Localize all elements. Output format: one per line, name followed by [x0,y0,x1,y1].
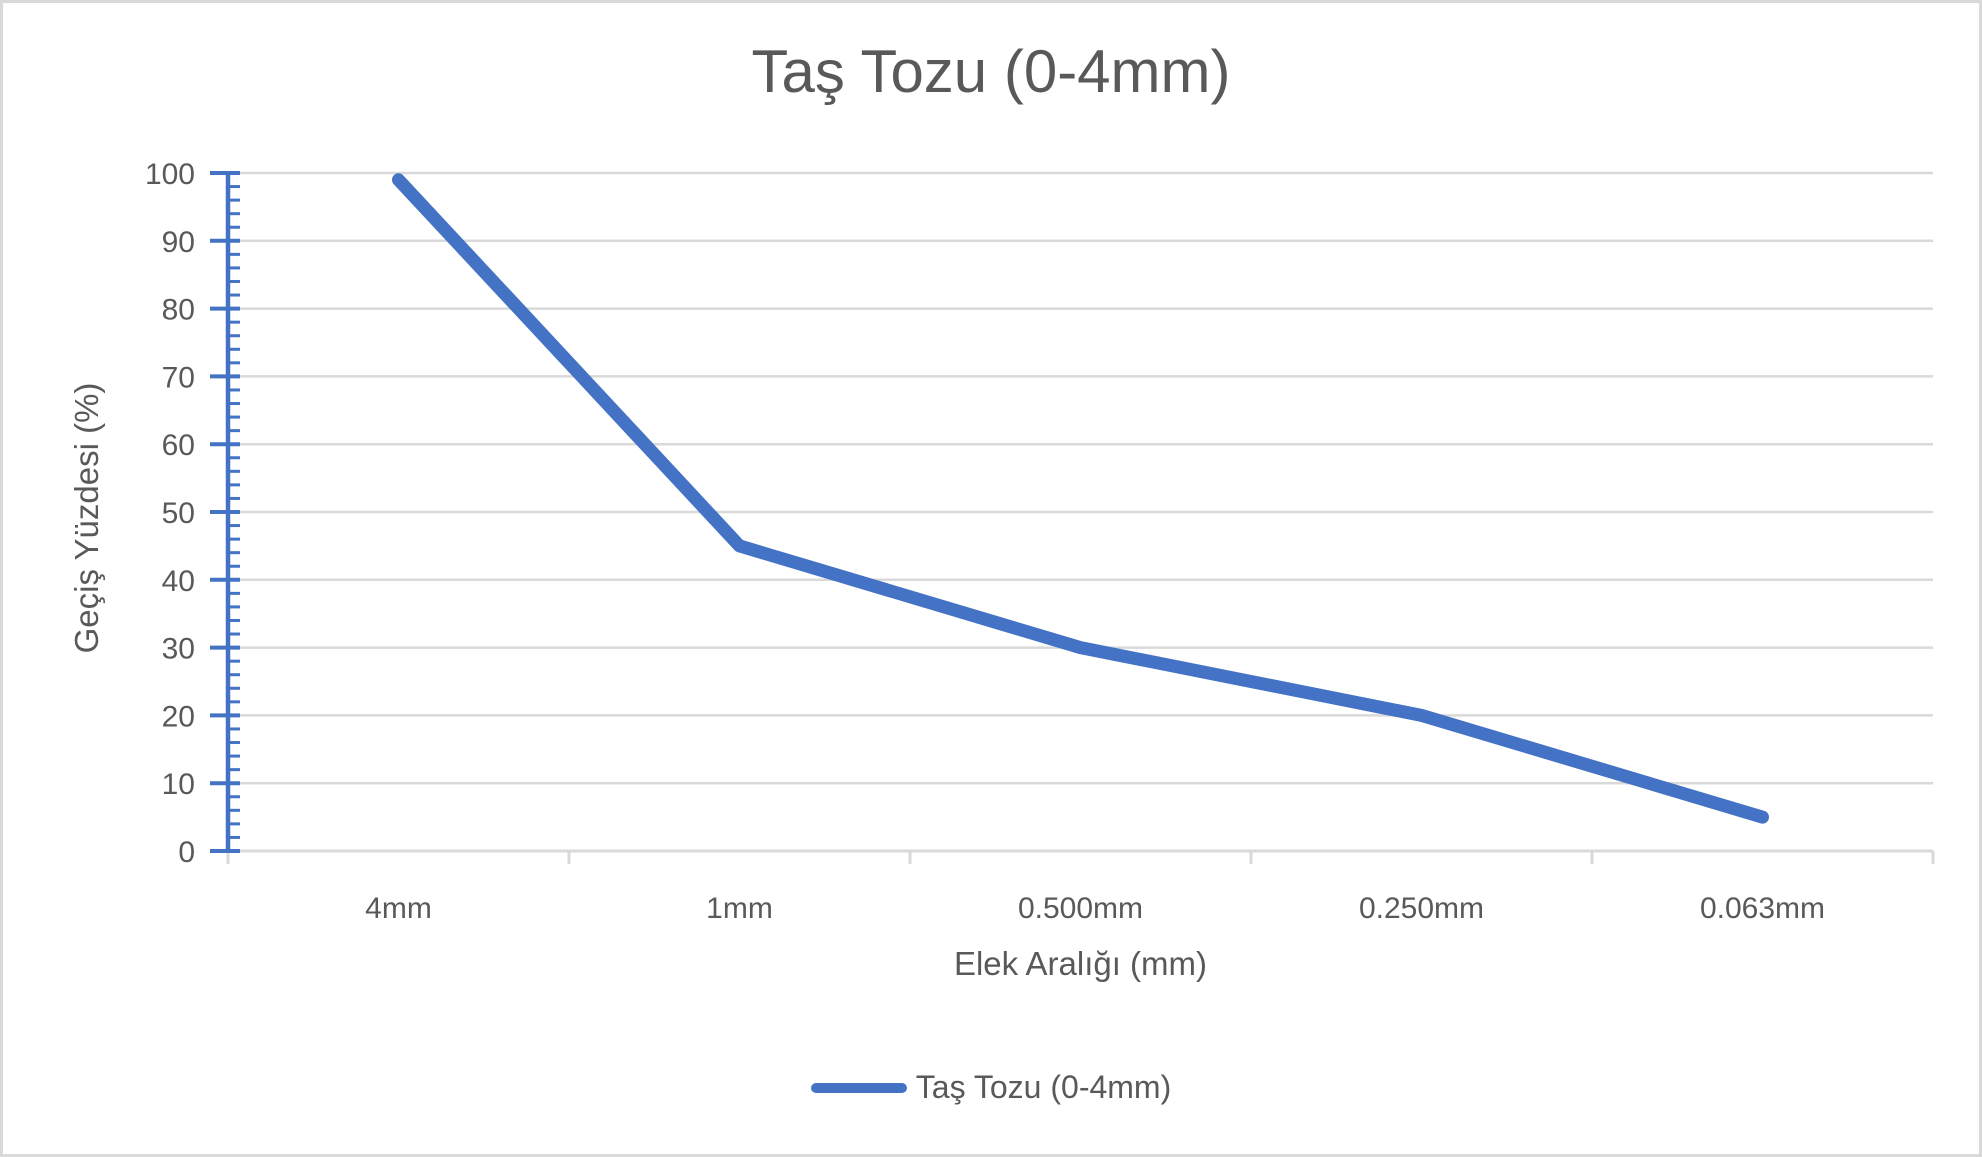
legend-label: Taş Tozu (0-4mm) [915,1069,1172,1105]
y-tick-label: 50 [162,497,195,530]
y-tick-label: 70 [162,361,195,394]
y-tick-label: 60 [162,429,195,462]
y-axis-title: Geçiş Yüzdesi (%) [68,382,105,654]
y-tick-label: 0 [178,836,195,869]
y-tick-label: 40 [162,565,195,598]
y-tick-label: 90 [162,226,195,259]
chart-title: Taş Tozu (0-4mm) [751,38,1231,105]
y-tick-label: 80 [162,294,195,327]
plot-area: 0 10 20 30 40 50 60 70 80 90 100 4mm 1mm 0.500mm 0.250… [145,158,1935,925]
legend-line-swatch [810,1082,907,1093]
x-tick-label: 0.063mm [1700,892,1825,925]
x-tick-label: 0.250mm [1359,892,1484,925]
x-tick-label: 0.500mm [1018,892,1143,925]
y-tick-label: 10 [162,768,195,801]
y-tick-label: 20 [162,700,195,733]
x-axis-title: Elek Aralığı (mm) [953,945,1208,982]
legend: Taş Tozu (0-4mm) [3,1069,1979,1106]
x-tick-label: 1mm [706,892,773,925]
y-tick-label: 30 [162,633,195,666]
x-tick-label: 4mm [365,892,432,925]
series-line [392,173,1769,824]
y-tick-label: 100 [145,158,195,191]
